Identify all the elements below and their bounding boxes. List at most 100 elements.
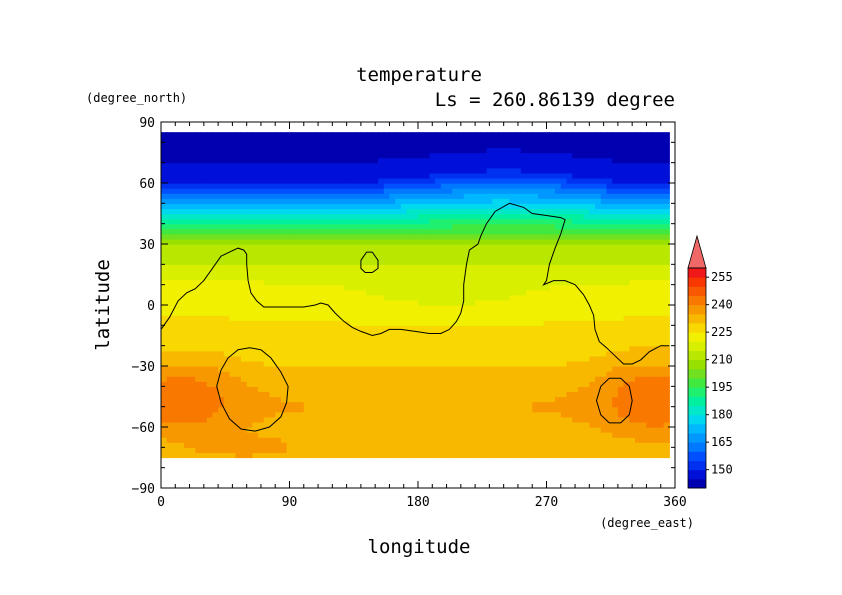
field-cell	[218, 233, 225, 240]
field-cell	[589, 386, 596, 393]
field-cell	[326, 416, 333, 423]
field-cell	[480, 259, 488, 265]
field-cell	[572, 421, 579, 428]
field-cell	[457, 264, 465, 271]
field-cell	[429, 406, 436, 413]
field-cell	[549, 432, 556, 438]
field-cell	[452, 350, 459, 357]
field-cell	[258, 208, 265, 215]
field-cell	[503, 340, 510, 347]
field-cell	[360, 259, 368, 265]
field-cell	[372, 244, 379, 250]
field-cell	[463, 177, 470, 184]
field-cell	[229, 284, 236, 291]
field-cell	[463, 284, 470, 291]
field-cell	[206, 274, 213, 281]
field-cell	[606, 376, 613, 382]
field-cell	[509, 330, 516, 337]
field-cell	[617, 340, 625, 347]
field-cell	[303, 325, 311, 332]
field-cell	[400, 203, 408, 210]
field-cell	[583, 376, 590, 382]
field-cell	[646, 233, 653, 240]
field-cell	[566, 289, 573, 296]
field-cell	[577, 325, 585, 332]
field-cell	[657, 432, 665, 438]
field-cell	[589, 203, 596, 210]
field-cell	[572, 284, 579, 291]
field-cell	[497, 203, 505, 210]
field-cell	[440, 360, 448, 367]
field-cell	[189, 421, 196, 428]
field-cell	[566, 198, 573, 204]
field-cell	[172, 442, 179, 448]
field-cell	[423, 305, 431, 311]
field-cell	[263, 244, 271, 250]
field-cell	[383, 355, 391, 362]
field-cell	[566, 213, 573, 220]
field-cell	[463, 391, 470, 398]
field-cell	[492, 330, 499, 337]
field-cell	[463, 411, 470, 418]
field-cell	[332, 188, 339, 194]
field-cell	[509, 233, 516, 240]
field-cell	[400, 335, 408, 342]
field-cell	[406, 193, 413, 199]
field-cell	[315, 340, 322, 347]
field-cell	[269, 376, 276, 382]
field-cell	[429, 299, 436, 306]
field-cell	[189, 238, 196, 245]
field-cell	[206, 371, 213, 377]
field-cell	[161, 177, 168, 184]
field-cell	[652, 442, 659, 448]
field-cell	[298, 228, 305, 235]
field-cell	[537, 320, 545, 326]
field-cell	[206, 442, 213, 448]
field-cell	[200, 223, 208, 230]
field-cell	[469, 442, 476, 448]
field-cell	[161, 294, 168, 301]
field-cell	[200, 330, 208, 337]
field-cell	[218, 330, 225, 337]
field-cell	[338, 177, 345, 184]
field-cell	[286, 289, 293, 296]
field-cell	[429, 391, 436, 398]
field-cell	[509, 264, 516, 271]
field-cell	[657, 208, 665, 215]
field-cell	[617, 325, 625, 332]
field-cell	[549, 442, 556, 448]
field-cell	[366, 345, 373, 352]
field-cell	[355, 177, 362, 184]
field-cell	[200, 442, 208, 448]
field-cell	[566, 183, 573, 189]
field-cell	[218, 320, 225, 326]
field-cell	[635, 238, 642, 245]
field-cell	[275, 340, 282, 347]
field-cell	[400, 452, 408, 459]
field-cell	[412, 366, 419, 372]
field-cell	[240, 391, 248, 398]
field-cell	[429, 244, 436, 250]
field-cell	[463, 264, 470, 271]
field-cell	[309, 223, 316, 230]
field-cell	[269, 416, 276, 423]
field-cell	[429, 289, 436, 296]
field-cell	[400, 172, 408, 179]
field-cell	[606, 213, 613, 220]
field-cell	[537, 203, 545, 210]
field-cell	[457, 416, 465, 423]
field-cell	[486, 213, 493, 220]
field-cell	[343, 223, 351, 230]
field-cell	[229, 198, 236, 204]
field-cell	[526, 411, 533, 418]
field-cell	[303, 411, 311, 418]
field-cell	[492, 401, 499, 408]
field-cell	[412, 335, 419, 342]
field-cell	[543, 213, 550, 220]
field-cell	[577, 274, 585, 281]
field-cell	[161, 198, 168, 204]
field-cell	[543, 355, 550, 362]
field-cell	[657, 360, 665, 367]
field-cell	[509, 320, 516, 326]
field-cell	[520, 305, 528, 311]
